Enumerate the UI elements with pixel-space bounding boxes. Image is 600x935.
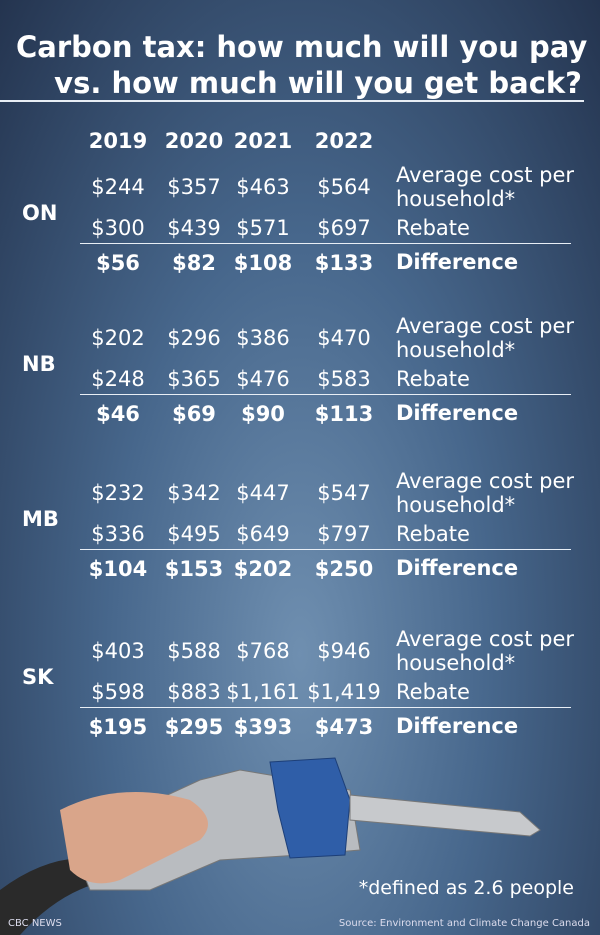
rebate-cell: $797 (317, 522, 371, 546)
row-label: Rebate (396, 680, 470, 704)
row-label: Rebate (396, 216, 470, 240)
difference-cell: $69 (172, 402, 216, 426)
credit: CBC NEWS (8, 918, 62, 929)
cost-cell: $547 (317, 481, 371, 505)
cost-cell: $946 (317, 639, 371, 663)
cost-cell: $342 (167, 481, 221, 505)
nozzle-handle (269, 757, 351, 859)
source: Source: Environment and Climate Change C… (338, 918, 590, 929)
row-label: Average cost per household* (396, 469, 575, 517)
rebate-cell: $1,419 (307, 680, 381, 704)
rebate-cell: $439 (167, 216, 221, 240)
pump-illustration (0, 757, 541, 935)
rebate-cell: $300 (91, 216, 145, 240)
difference-cell: $56 (96, 251, 140, 275)
difference-cell: $153 (164, 557, 224, 581)
year-header: 2020 (164, 129, 224, 153)
row-label: Average cost per household* (396, 627, 575, 675)
rebate-cell: $248 (91, 367, 145, 391)
cost-cell: $232 (91, 481, 145, 505)
difference-cell: $393 (233, 715, 293, 739)
cost-cell: $202 (91, 326, 145, 350)
row-rule (80, 707, 571, 708)
rebate-cell: $571 (236, 216, 290, 240)
difference-cell: $133 (314, 251, 374, 275)
row-label: Difference (396, 556, 519, 580)
cost-cell: $470 (317, 326, 371, 350)
row-rule (80, 243, 571, 244)
rebate-cell: $365 (167, 367, 221, 391)
cost-cell: $296 (167, 326, 221, 350)
rebate-cell: $697 (317, 216, 371, 240)
row-label: Difference (396, 714, 519, 738)
difference-cell: $473 (314, 715, 374, 739)
footnote: *defined as 2.6 people (358, 877, 574, 899)
cost-cell: $768 (236, 639, 290, 663)
title-line: Carbon tax: how much will you pay (16, 30, 588, 64)
province-label: NB (22, 352, 56, 376)
cost-cell: $588 (167, 639, 221, 663)
row-label: Difference (396, 401, 519, 425)
difference-cell: $46 (96, 402, 140, 426)
difference-cell: $250 (314, 557, 374, 581)
rebate-cell: $583 (317, 367, 371, 391)
row-label: Rebate (396, 522, 470, 546)
difference-cell: $82 (172, 251, 216, 275)
row-label: Average cost per household* (396, 163, 575, 211)
title-rule (0, 100, 584, 102)
cost-cell: $244 (91, 175, 145, 199)
cost-cell: $463 (236, 175, 290, 199)
rebate-cell: $495 (167, 522, 221, 546)
cost-cell: $357 (167, 175, 221, 199)
title-line: vs. how much will you get back? (54, 66, 582, 100)
row-label: Average cost per household* (396, 314, 575, 362)
rebate-cell: $883 (167, 680, 221, 704)
difference-cell: $202 (233, 557, 293, 581)
row-label: Difference (396, 250, 519, 274)
rebate-cell: $649 (236, 522, 290, 546)
province-label: SK (22, 665, 54, 689)
year-header: 2019 (88, 129, 148, 153)
difference-cell: $104 (88, 557, 148, 581)
rebate-cell: $1,161 (226, 680, 300, 704)
year-header: 2021 (233, 129, 293, 153)
cost-cell: $447 (236, 481, 290, 505)
difference-cell: $108 (233, 251, 293, 275)
cost-cell: $403 (91, 639, 145, 663)
rebate-cell: $598 (91, 680, 145, 704)
cost-cell: $386 (236, 326, 290, 350)
difference-cell: $195 (88, 715, 148, 739)
province-label: ON (22, 201, 58, 225)
difference-cell: $113 (314, 402, 374, 426)
difference-cell: $90 (241, 402, 285, 426)
rebate-cell: $336 (91, 522, 145, 546)
year-header: 2022 (314, 129, 374, 153)
row-rule (80, 394, 571, 395)
row-rule (80, 549, 571, 550)
spout (349, 794, 541, 837)
province-label: MB (22, 507, 59, 531)
hand (60, 792, 208, 884)
row-label: Rebate (396, 367, 470, 391)
rebate-cell: $476 (236, 367, 290, 391)
cost-cell: $564 (317, 175, 371, 199)
difference-cell: $295 (164, 715, 224, 739)
